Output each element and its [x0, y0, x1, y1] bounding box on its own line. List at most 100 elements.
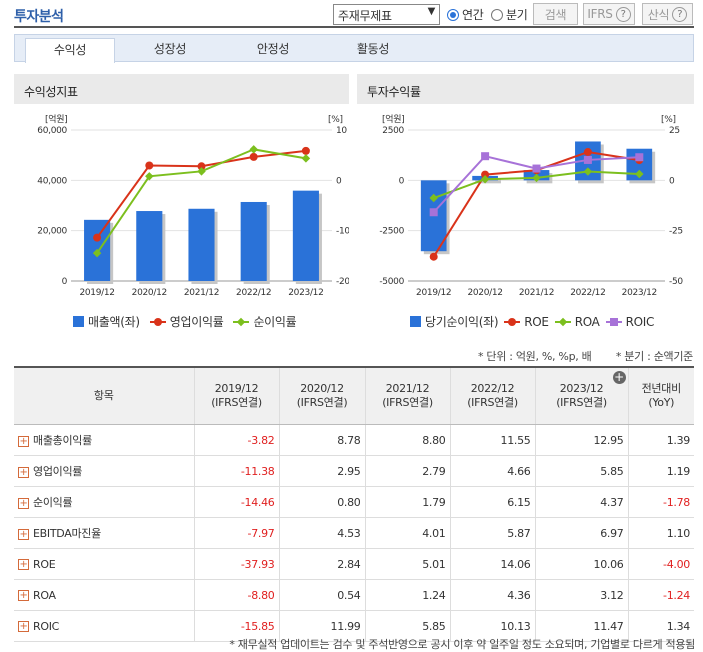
table-cell: 1.79: [364, 486, 450, 518]
search-button[interactable]: 검색: [533, 3, 578, 25]
left-axis-unit: [억원]: [382, 113, 404, 125]
point-marker: [93, 233, 102, 242]
radio-quarter[interactable]: 분기: [491, 6, 528, 23]
bar: [240, 201, 267, 281]
x-tick-label: 2022/12: [236, 288, 271, 298]
point-marker: [301, 146, 310, 155]
table-cell: 8.80: [364, 424, 450, 456]
ifrs-help-button[interactable]: IFRS ?: [583, 3, 635, 25]
table-cell: 11.55: [449, 424, 535, 456]
right-chart-legend: 당기순이익(좌) ROE ROA ROIC: [410, 313, 654, 330]
col-header-2019: 2019/12 (IFRS연결): [193, 366, 279, 425]
title-divider: [14, 26, 694, 28]
x-tick-label: 2020/12: [132, 288, 167, 298]
row-label-cell[interactable]: + EBITDA마진율: [14, 517, 194, 549]
table-cell: 5.87: [449, 517, 535, 549]
row-label: 영업이익률: [33, 465, 83, 478]
table-cell: 5.85: [364, 610, 450, 642]
row-label-cell[interactable]: + ROE: [14, 548, 194, 580]
table-cell: 1.34: [627, 610, 694, 642]
row-label: 매출총이익률: [33, 434, 92, 447]
point-marker: [249, 152, 258, 161]
statement-type-select[interactable]: 주재무제표 ▼: [333, 4, 440, 25]
point-marker: [429, 252, 438, 261]
unit-note: * 단위 : 억원, %, %p, 배: [478, 350, 592, 363]
expand-icon[interactable]: +: [18, 497, 29, 509]
tab-profitability[interactable]: 수익성: [25, 38, 115, 63]
line-swatch-icon: [554, 317, 571, 326]
radio-selected-icon: [447, 8, 459, 21]
bar: [188, 208, 215, 281]
expand-icon[interactable]: +: [18, 528, 29, 540]
point-marker: [635, 153, 644, 162]
table-cell: 4.36: [449, 579, 535, 611]
tab-stability[interactable]: 안정성: [256, 42, 290, 56]
col-header-item: 항목: [14, 366, 194, 425]
table-cell: 1.24: [364, 579, 450, 611]
tab-activity[interactable]: 활동성: [356, 42, 390, 56]
table-row: + 순이익률 -14.46 0.80 1.79 6.15 4.37 -1.78: [14, 486, 694, 518]
right-axis-unit: [%]: [661, 115, 676, 125]
table-cell: 12.95: [534, 424, 628, 456]
line-swatch-icon: [149, 317, 166, 326]
point-marker: [481, 152, 490, 161]
formula-help-button[interactable]: 산식 ?: [642, 3, 693, 25]
x-tick-label: 2023/12: [622, 288, 657, 298]
right-tick-label: -25: [669, 227, 683, 237]
right-tick-label: 25: [669, 126, 680, 136]
expand-icon[interactable]: +: [18, 621, 29, 632]
point-marker: [429, 193, 438, 203]
left-tick-label: -5000: [379, 277, 404, 287]
expand-icon[interactable]: +: [18, 559, 29, 570]
row-label-cell[interactable]: + 순이익률: [14, 486, 194, 518]
expand-icon[interactable]: +: [18, 466, 29, 478]
table-row: + ROA -8.80 0.54 1.24 4.36 3.12 -1.24: [14, 579, 694, 611]
radio-unselected-icon: [491, 8, 503, 21]
table-cell: 11.99: [278, 610, 365, 642]
radio-annual-label: 연간: [462, 8, 484, 22]
row-label-cell[interactable]: + ROA: [14, 579, 194, 611]
x-tick-label: 2023/12: [288, 288, 323, 298]
x-tick-label: 2019/12: [79, 288, 114, 298]
left-tick-label: -2500: [379, 227, 404, 237]
expand-icon[interactable]: +: [18, 435, 29, 447]
row-label: ROE: [33, 557, 56, 571]
table-cell: -3.82: [193, 424, 279, 456]
question-icon: ?: [672, 6, 688, 22]
row-label-cell[interactable]: + ROIC: [14, 610, 194, 642]
search-button-label: 검색: [544, 7, 567, 22]
tab-growth[interactable]: 성장성: [153, 42, 187, 56]
radio-annual[interactable]: 연간: [447, 6, 484, 23]
legend-operating-margin: 영업이익률: [169, 315, 224, 329]
left-tick-label: 2500: [382, 126, 404, 136]
table-cell: -1.78: [627, 486, 694, 518]
analysis-tabs: 수익성 성장성 안정성 활동성: [14, 34, 694, 63]
point-marker: [583, 155, 592, 164]
table-cell: -7.97: [193, 517, 279, 549]
point-marker: [429, 208, 438, 217]
profitability-table: 항목 2019/12 (IFRS연결) 2020/12 (IFRS연결) 202…: [14, 366, 694, 642]
table-cell: -4.00: [627, 548, 694, 580]
x-tick-label: 2019/12: [416, 288, 451, 298]
point-marker: [197, 162, 206, 171]
bar-shadow: [475, 178, 501, 184]
table-cell: 10.06: [534, 548, 628, 580]
table-cell: 4.66: [449, 455, 535, 487]
point-marker: [583, 148, 592, 157]
table-cell: 1.39: [627, 424, 694, 456]
row-label-cell[interactable]: + 영업이익률: [14, 455, 194, 487]
table-cell: 6.15: [449, 486, 535, 518]
table-row: + ROE -37.93 2.84 5.01 14.06 10.06 -4.00: [14, 548, 694, 580]
table-cell: 5.01: [364, 548, 450, 580]
expand-icon[interactable]: +: [18, 590, 29, 601]
right-tick-label: 0: [669, 176, 675, 186]
table-cell: -37.93: [193, 548, 279, 580]
row-label-cell[interactable]: + 매출총이익률: [14, 424, 194, 456]
point-marker: [92, 248, 102, 258]
bar-swatch-icon: [410, 316, 421, 327]
left-chart-legend: 매출액(좌) 영업이익률 순이익률: [73, 313, 297, 330]
add-column-icon[interactable]: +: [612, 370, 626, 384]
profitability-chart: [억원] [%] 60,000 40,000 20,000 0 10 0 -10 -20 2019/…: [37, 113, 349, 298]
row-label: EBITDA마진율: [33, 527, 101, 540]
row-label: ROIC: [33, 619, 60, 633]
